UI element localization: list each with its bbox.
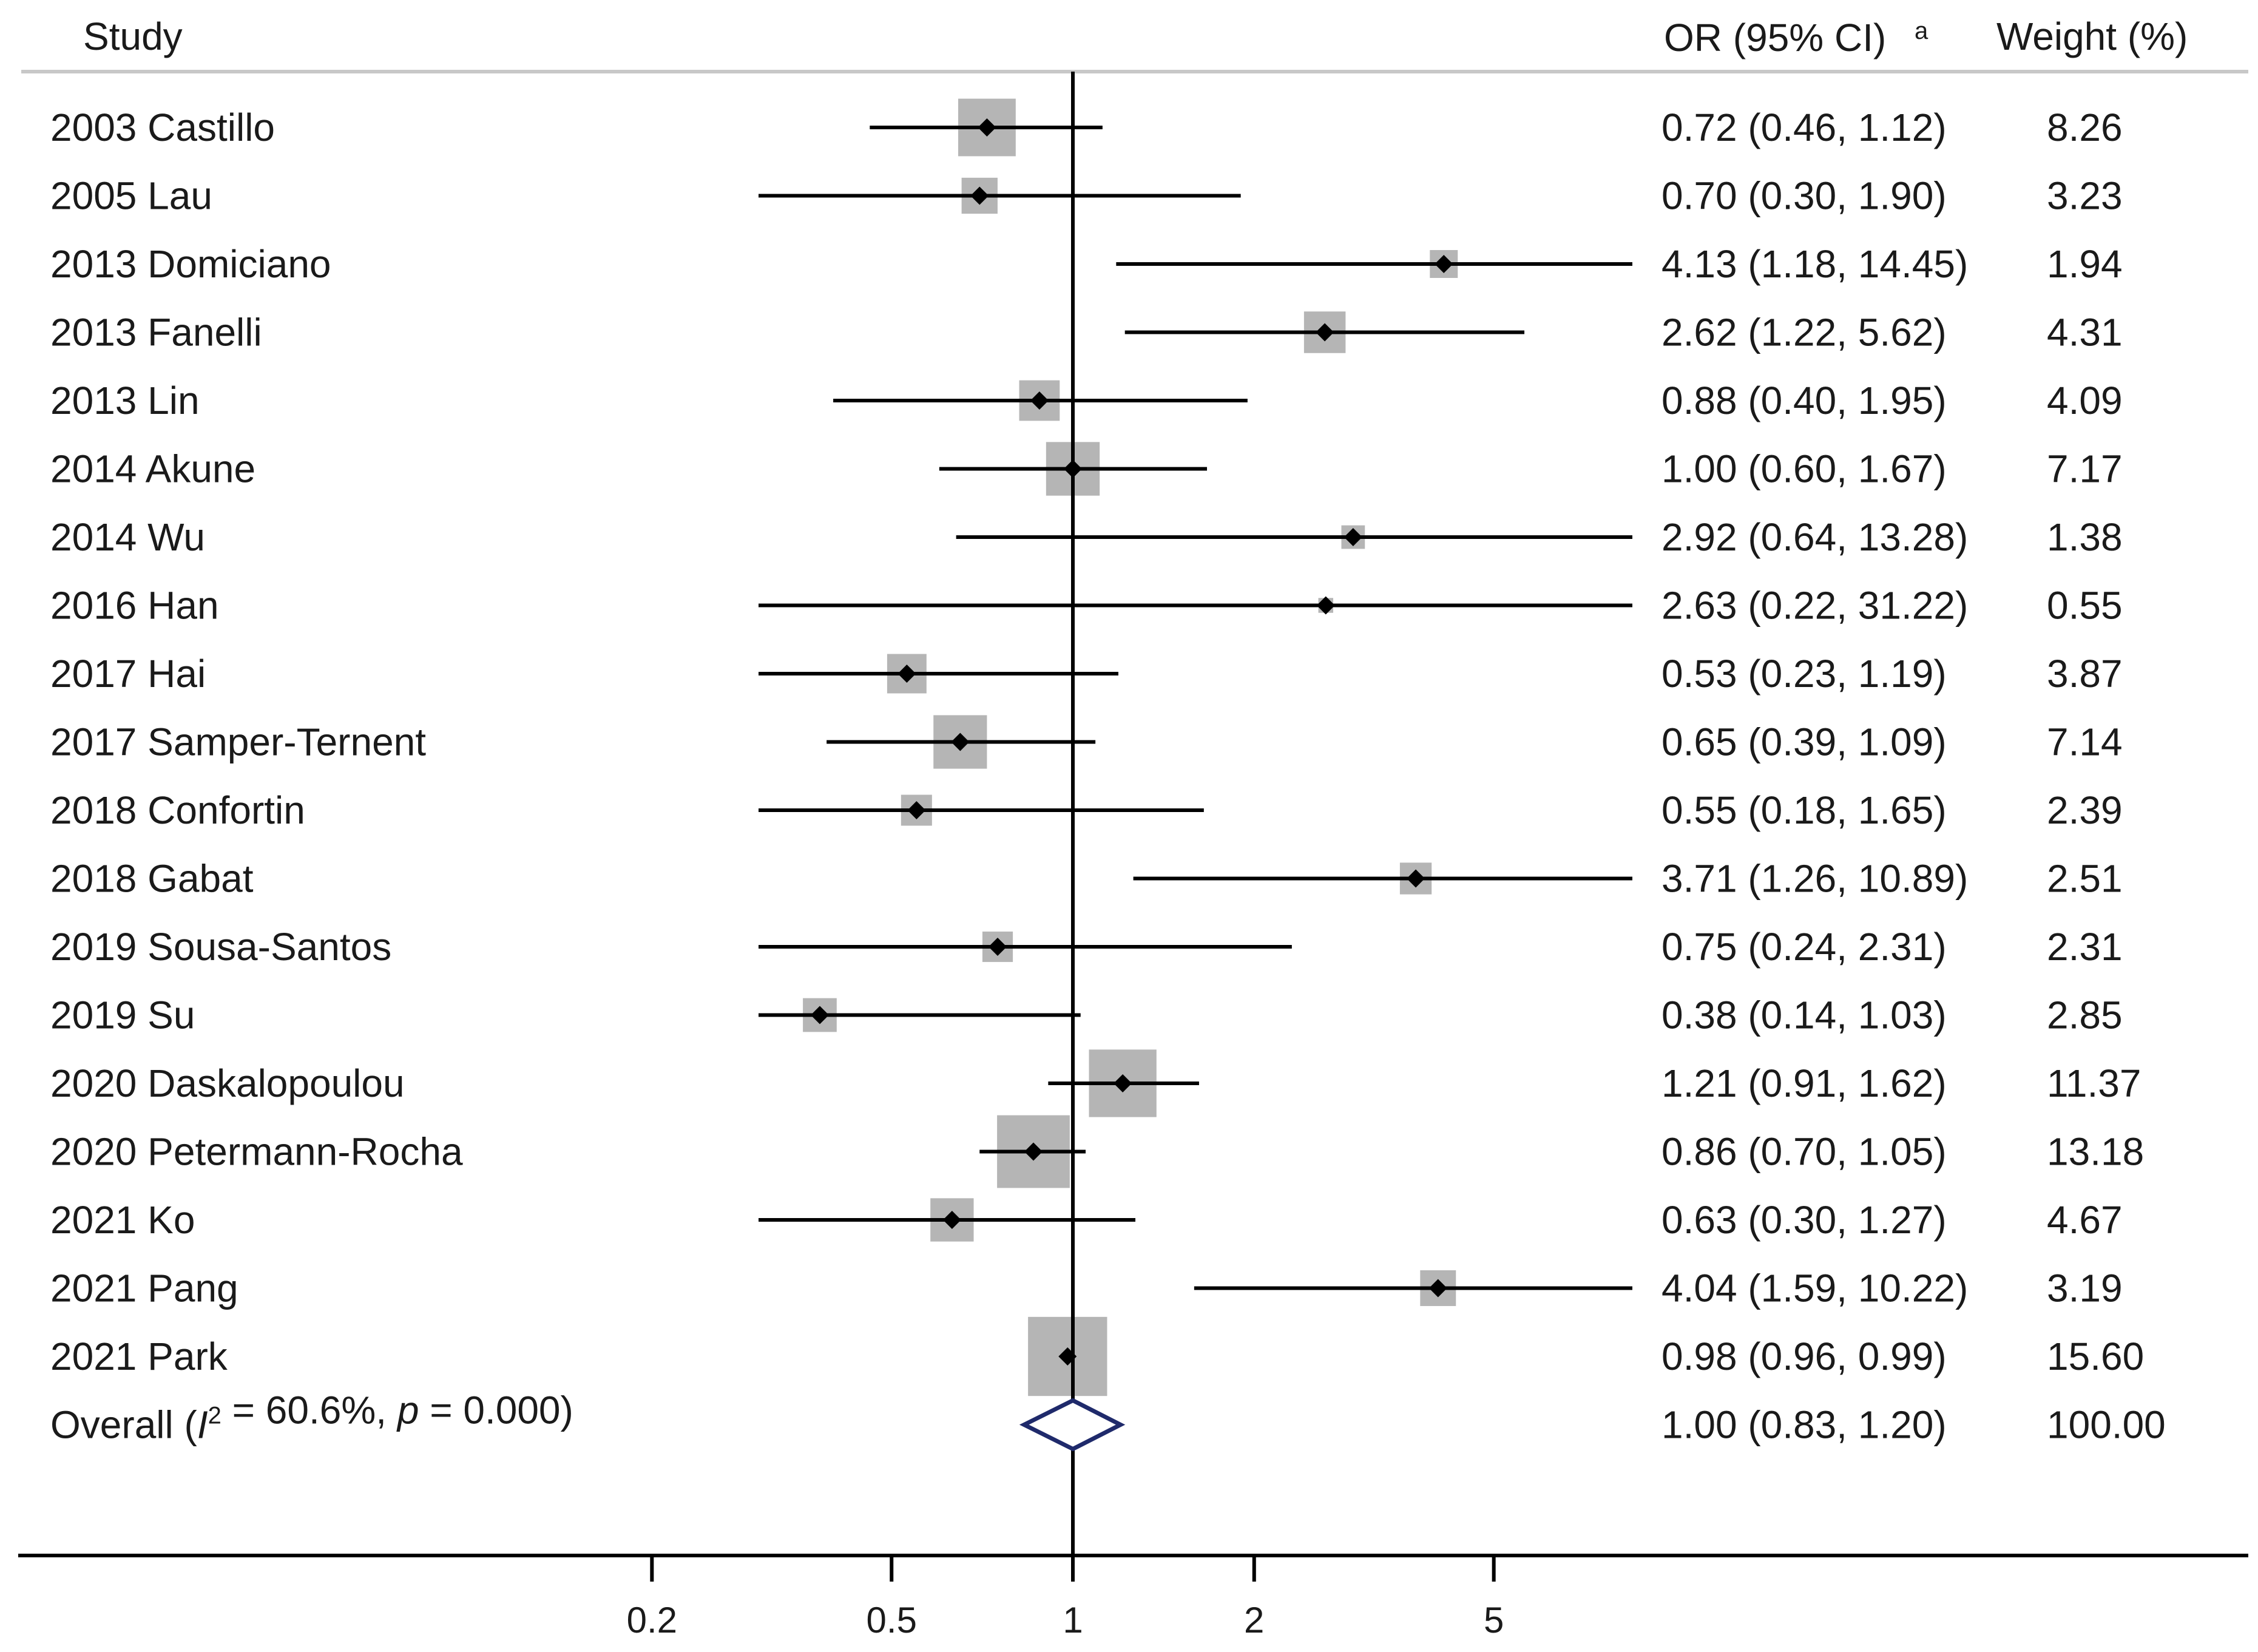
point-estimate [989, 938, 1007, 956]
study-label: 2021 Pang [50, 1267, 238, 1310]
study-weight: 2.51 [2047, 857, 2123, 901]
point-estimate [1428, 1279, 1447, 1298]
study-or-ci: 0.53 (0.23, 1.19) [1661, 652, 1947, 696]
study-label: 2021 Ko [50, 1198, 195, 1242]
x-tick-label: 1 [1063, 1600, 1083, 1640]
header-weight: Weight (%) [1996, 15, 2188, 58]
point-estimate [970, 186, 989, 205]
point-estimate [1030, 391, 1049, 410]
study-label: 2019 Su [50, 994, 195, 1037]
header-or-footnote-mark: a [1915, 18, 1928, 44]
study-weight: 8.26 [2047, 106, 2123, 149]
study-label: 2013 Fanelli [50, 311, 262, 354]
study-or-ci: 2.63 (0.22, 31.22) [1661, 584, 1968, 628]
overall-weight: 100.00 [2047, 1403, 2166, 1447]
study-weight: 2.31 [2047, 925, 2123, 969]
overall-label: Overall (I2 = 60.6%, p = 0.000) [50, 1389, 573, 1447]
study-or-ci: 4.04 (1.59, 10.22) [1661, 1267, 1968, 1310]
study-label: 2013 Lin [50, 379, 200, 422]
study-weight: 3.87 [2047, 652, 2123, 696]
study-weight: 4.67 [2047, 1198, 2123, 1242]
study-or-ci: 0.65 (0.39, 1.09) [1661, 720, 1947, 764]
x-tick-label: 0.5 [867, 1600, 917, 1640]
study-or-ci: 0.55 (0.18, 1.65) [1661, 788, 1947, 832]
point-estimate [1407, 869, 1425, 888]
study-or-ci: 0.38 (0.14, 1.03) [1661, 994, 1947, 1037]
point-estimate [942, 1211, 961, 1229]
point-estimate [1435, 255, 1453, 273]
study-label: 2014 Wu [50, 515, 205, 559]
study-label: 2018 Confortin [50, 788, 305, 832]
study-or-ci: 0.70 (0.30, 1.90) [1661, 174, 1947, 218]
point-estimate [1316, 323, 1334, 342]
weight-boxes [803, 98, 1458, 1396]
study-weight: 2.85 [2047, 994, 2123, 1037]
header-study: Study [83, 15, 183, 58]
study-or-ci: 1.00 (0.60, 1.67) [1661, 447, 1947, 491]
point-estimate [951, 733, 970, 751]
point-estimate [810, 1006, 829, 1024]
study-rows: 2003 Castillo 0.72 (0.46, 1.12) 8.26 2005 L… [50, 106, 2144, 1378]
study-weight: 2.39 [2047, 788, 2123, 832]
point-estimate [1114, 1074, 1132, 1092]
study-weight: 7.14 [2047, 720, 2123, 764]
point-estimate [1344, 528, 1362, 546]
study-label: 2013 Domiciano [50, 242, 331, 286]
study-label: 2020 Daskalopoulou [50, 1061, 405, 1105]
study-weight: 7.17 [2047, 447, 2123, 491]
study-weight: 15.60 [2047, 1335, 2144, 1378]
point-estimate [907, 801, 926, 819]
study-or-ci: 0.86 (0.70, 1.05) [1661, 1130, 1947, 1174]
x-tick-label: 5 [1484, 1600, 1504, 1640]
study-weight: 3.19 [2047, 1267, 2123, 1310]
study-weight: 11.37 [2047, 1061, 2141, 1105]
study-label: 2017 Hai [50, 652, 206, 696]
study-label: 2017 Samper-Ternent [50, 720, 426, 764]
study-weight: 4.31 [2047, 311, 2123, 354]
x-tick-label: 0.2 [627, 1600, 677, 1640]
x-tick-label: 2 [1244, 1600, 1264, 1640]
study-weight: 13.18 [2047, 1130, 2144, 1174]
study-label: 2018 Gabat [50, 857, 254, 901]
study-or-ci: 0.63 (0.30, 1.27) [1661, 1198, 1947, 1242]
point-estimate [1064, 459, 1082, 478]
study-or-ci: 0.98 (0.96, 0.99) [1661, 1335, 1947, 1378]
point-estimate [1316, 596, 1335, 615]
study-weight: 1.38 [2047, 515, 2123, 559]
confidence-intervals [759, 118, 1632, 1366]
header-or-ci: OR (95% CI) [1664, 16, 1886, 59]
overall-diamond [1019, 1398, 1126, 1452]
study-or-ci: 4.13 (1.18, 14.45) [1661, 242, 1968, 286]
point-estimate [978, 118, 996, 137]
x-axis-ticks: 0.2 0.5 1 2 5 [627, 1556, 1504, 1640]
study-or-ci: 0.88 (0.40, 1.95) [1661, 379, 1947, 422]
study-or-ci: 0.72 (0.46, 1.12) [1661, 106, 1947, 149]
study-label: 2016 Han [50, 584, 219, 628]
study-label: 2003 Castillo [50, 106, 275, 149]
study-or-ci: 2.62 (1.22, 5.62) [1661, 311, 1947, 354]
study-weight: 3.23 [2047, 174, 2123, 218]
study-label: 2021 Park [50, 1335, 228, 1378]
study-or-ci: 1.21 (0.91, 1.62) [1661, 1061, 1947, 1105]
study-weight: 0.55 [2047, 584, 2123, 628]
study-or-ci: 2.92 (0.64, 13.28) [1661, 515, 1968, 559]
point-estimate [1024, 1142, 1043, 1161]
overall-row: Overall (I2 = 60.6%, p = 0.000) 1.00 (0.8… [50, 1389, 2166, 1452]
study-label: 2020 Petermann-Rocha [50, 1130, 463, 1174]
study-label: 2005 Lau [50, 174, 212, 218]
overall-or-ci: 1.00 (0.83, 1.20) [1661, 1403, 1947, 1447]
study-label: 2014 Akune [50, 447, 255, 491]
study-or-ci: 3.71 (1.26, 10.89) [1661, 857, 1968, 901]
point-estimate [897, 665, 916, 683]
study-weight: 4.09 [2047, 379, 2123, 422]
study-or-ci: 0.75 (0.24, 2.31) [1661, 925, 1947, 969]
study-weight: 1.94 [2047, 242, 2123, 286]
study-label: 2019 Sousa-Santos [50, 925, 391, 969]
point-estimate [1058, 1347, 1077, 1366]
